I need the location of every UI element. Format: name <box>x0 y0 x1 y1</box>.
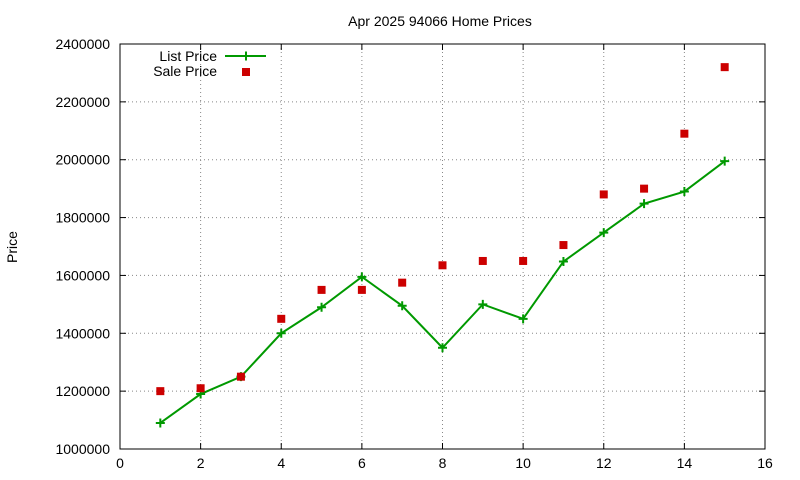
sale-price-point <box>680 129 689 138</box>
x-tick-label: 12 <box>596 455 612 471</box>
legend-label-sale-price: Sale Price <box>153 63 217 79</box>
sale-price-point <box>559 241 568 250</box>
list-price-point <box>518 314 528 324</box>
sale-price-point <box>277 314 286 323</box>
y-tick-label: 2200000 <box>55 94 110 110</box>
y-tick-label: 1600000 <box>55 267 110 283</box>
list-price-point <box>478 299 488 309</box>
list-price-point <box>599 228 609 238</box>
list-price-point <box>155 418 165 428</box>
x-tick-label: 14 <box>677 455 693 471</box>
list-price-point <box>357 272 367 282</box>
list-price-point <box>720 156 730 166</box>
x-tick-label: 10 <box>515 455 531 471</box>
y-tick-label: 1400000 <box>55 325 110 341</box>
sale-price-point <box>398 278 407 287</box>
sale-price-point <box>156 387 165 396</box>
y-tick-label: 2400000 <box>55 36 110 52</box>
x-tick-label: 4 <box>277 455 285 471</box>
list-price-point <box>317 302 327 312</box>
x-tick-label: 0 <box>116 455 124 471</box>
sale-price-point <box>519 256 528 265</box>
y-tick-label: 1000000 <box>55 441 110 457</box>
sale-price-point <box>438 261 447 270</box>
y-axis-label: Price <box>4 231 20 263</box>
sale-price-point <box>196 384 205 393</box>
legend: List Price Sale Price <box>153 48 266 79</box>
sale-price-point <box>599 190 608 199</box>
sale-price-point <box>478 256 487 265</box>
list-price-point <box>639 199 649 209</box>
y-tick-label: 1800000 <box>55 210 110 226</box>
list-price-point <box>679 187 689 197</box>
sale-price-point <box>236 372 245 381</box>
list-price-point <box>558 257 568 267</box>
series-layer <box>155 63 730 428</box>
y-tick-label: 1200000 <box>55 383 110 399</box>
legend-label-list-price: List Price <box>159 48 217 64</box>
sale-price-point <box>640 184 649 193</box>
grid-lines <box>120 44 765 449</box>
legend-marker-sale-price <box>242 68 250 76</box>
axis-ticks: 0 2 4 6 8 10 12 14 16 1000000 1200000 1400000 160000… <box>55 36 773 471</box>
x-tick-label: 6 <box>358 455 366 471</box>
sale-price-point <box>720 63 729 72</box>
list-price-point <box>438 343 447 353</box>
sale-price-point <box>357 285 366 294</box>
legend-marker-list-price <box>241 51 251 61</box>
list-price-point <box>397 301 407 311</box>
x-tick-label: 16 <box>757 455 773 471</box>
list-price-point <box>276 328 286 338</box>
y-tick-label: 2000000 <box>55 152 110 168</box>
x-tick-label: 2 <box>197 455 205 471</box>
sale-price-point <box>317 285 326 294</box>
x-tick-label: 8 <box>439 455 447 471</box>
chart-title: Apr 2025 94066 Home Prices <box>348 13 532 29</box>
